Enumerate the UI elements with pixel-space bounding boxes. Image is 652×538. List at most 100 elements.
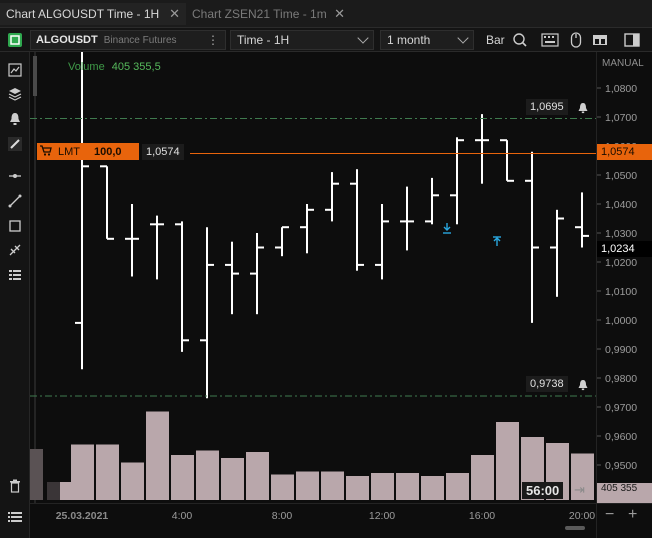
volume-bar	[60, 482, 73, 500]
timeframe-select[interactable]: Time - 1H	[230, 30, 374, 50]
price-tick-label: 0,9600	[605, 431, 637, 443]
tab-bar: Chart ALGOUSDT Time - 1H ✕ Chart ZSEN21 …	[0, 0, 652, 28]
ohlc-bar[interactable]	[150, 215, 164, 280]
menu-icon[interactable]	[5, 507, 25, 527]
chart-type-button[interactable]: Bar	[486, 30, 508, 50]
time-tick-label: 8:00	[272, 510, 293, 522]
volume-bar	[271, 474, 294, 500]
alert-bell-icon[interactable]	[577, 378, 589, 391]
trend-line-icon[interactable]	[5, 191, 25, 211]
candle-countdown: 56:00	[522, 482, 564, 499]
pencil-icon[interactable]	[5, 134, 25, 154]
layout-icon[interactable]	[590, 30, 610, 50]
volume-axis-tag: 405 355	[597, 483, 652, 503]
ohlc-bar[interactable]	[450, 137, 464, 225]
ohlc-bar[interactable]	[325, 172, 339, 222]
volume-bar	[571, 453, 594, 500]
volume-bar	[446, 473, 469, 500]
tab-label: Chart ZSEN21 Time - 1m	[192, 7, 327, 21]
ohlc-bar[interactable]	[225, 241, 239, 315]
volume-bar	[196, 450, 219, 500]
tab-label: Chart ALGOUSDT Time - 1H	[6, 7, 160, 21]
price-tick-label: 1,0500	[605, 170, 637, 182]
ohlc-bar[interactable]	[300, 204, 314, 254]
mouse-icon[interactable]	[566, 30, 586, 50]
volume-value: 405 355,5	[111, 61, 161, 73]
alert-bell-icon[interactable]	[5, 109, 25, 129]
ohlc-bar[interactable]	[525, 151, 539, 323]
exchange-name: Binance Futures	[103, 34, 177, 46]
time-tick-label: 16:00	[469, 510, 495, 522]
volume-bar	[396, 473, 419, 500]
price-axis-ticks: 1,08001,07001,06001,05001,04001,03001,02…	[597, 83, 637, 472]
alert-price-upper: 1,0695	[526, 99, 568, 115]
price-tick-label: 0,9900	[605, 344, 637, 356]
object-list-icon[interactable]	[5, 265, 25, 285]
price-tick-label: 1,0100	[605, 286, 637, 298]
trash-icon[interactable]	[5, 476, 25, 496]
price-tick-label: 0,9700	[605, 402, 637, 414]
tab-chart-algousdt[interactable]: Chart ALGOUSDT Time - 1H ✕	[0, 3, 186, 25]
time-axis-ticks: 25.03.2021 4:00 8:00 12:00 16:00 20:00	[56, 510, 596, 522]
range-select[interactable]: 1 month	[380, 30, 474, 50]
close-icon[interactable]: ✕	[169, 6, 180, 21]
price-axis[interactable]: MANUAL 1,08001,07001,06001,05001,04001,0…	[596, 52, 652, 503]
volume-bar	[171, 455, 194, 500]
zoom-out-icon[interactable]: −	[605, 506, 615, 523]
chart-toolbar: ALGOUSDT Binance Futures ⋮ Time - 1H 1 m…	[0, 28, 652, 52]
price-tick-label: 1,0700	[605, 112, 637, 124]
volume-bar	[47, 482, 60, 500]
alert-bell-icon[interactable]	[577, 101, 589, 114]
zoom-in-icon[interactable]: +	[628, 506, 638, 523]
volume-bar	[296, 471, 319, 500]
ohlc-bar[interactable]	[350, 169, 364, 271]
current-price-tag: 1,0234	[597, 241, 652, 257]
chevron-down-icon	[457, 32, 469, 44]
price-chart[interactable]: Volume 405 355,5 LMT 100,0 1,0574 1,0695…	[30, 52, 596, 503]
more-vertical-icon[interactable]: ⋮	[207, 33, 219, 47]
ohlc-bar[interactable]	[175, 221, 189, 352]
ohlc-bar[interactable]	[475, 114, 489, 184]
ohlc-bar[interactable]	[425, 177, 439, 225]
price-tick-label: 1,0400	[605, 199, 637, 211]
fibonacci-icon[interactable]	[5, 240, 25, 260]
layers-icon[interactable]	[5, 84, 25, 104]
ohlc-bar[interactable]	[575, 192, 589, 248]
symbol-name: ALGOUSDT	[36, 34, 98, 46]
range-value: 1 month	[387, 33, 431, 47]
volume-label: Volume	[68, 61, 105, 73]
volume-bars	[30, 411, 594, 500]
panel-toggle-icon[interactable]	[5, 30, 25, 50]
order-tag-lmt[interactable]: LMT 100,0	[37, 143, 139, 160]
zoom-controls: − +	[596, 503, 652, 538]
ohlc-bar[interactable]	[400, 186, 414, 251]
ohlc-bar[interactable]	[375, 204, 389, 280]
ohlc-bar[interactable]	[200, 227, 214, 399]
ohlc-bar[interactable]	[125, 204, 139, 277]
keyboard-icon[interactable]	[540, 30, 560, 50]
vertical-scrollbar[interactable]	[33, 56, 37, 96]
volume-bar	[421, 476, 444, 500]
ohlc-bar[interactable]	[100, 165, 114, 240]
tab-chart-zsen21[interactable]: Chart ZSEN21 Time - 1m ✕	[186, 3, 351, 25]
volume-bar	[221, 458, 244, 500]
volume-bar	[371, 473, 394, 500]
zoom-search-icon[interactable]	[510, 30, 530, 50]
ohlc-bar[interactable]	[250, 233, 264, 315]
sidebar-panel-icon[interactable]	[622, 30, 642, 50]
ohlc-bar[interactable]	[75, 52, 89, 370]
time-axis[interactable]: 25.03.2021 4:00 8:00 12:00 16:00 20:00	[30, 503, 596, 538]
rectangle-icon[interactable]	[5, 216, 25, 236]
axis-mode[interactable]: MANUAL	[602, 58, 644, 69]
ohlc-bar[interactable]	[275, 226, 289, 257]
indicators-icon[interactable]	[5, 60, 25, 80]
horizontal-scrollbar[interactable]	[565, 526, 585, 530]
close-icon[interactable]: ✕	[334, 6, 345, 21]
horizontal-line-icon[interactable]	[5, 166, 25, 186]
ohlc-bar[interactable]	[500, 139, 514, 182]
time-tick-label: 12:00	[369, 510, 395, 522]
price-tick-label: 0,9800	[605, 373, 637, 385]
ohlc-bar[interactable]	[550, 209, 564, 297]
go-to-latest-icon[interactable]: ⇥	[574, 482, 585, 497]
symbol-selector[interactable]: ALGOUSDT Binance Futures ⋮	[30, 30, 226, 50]
